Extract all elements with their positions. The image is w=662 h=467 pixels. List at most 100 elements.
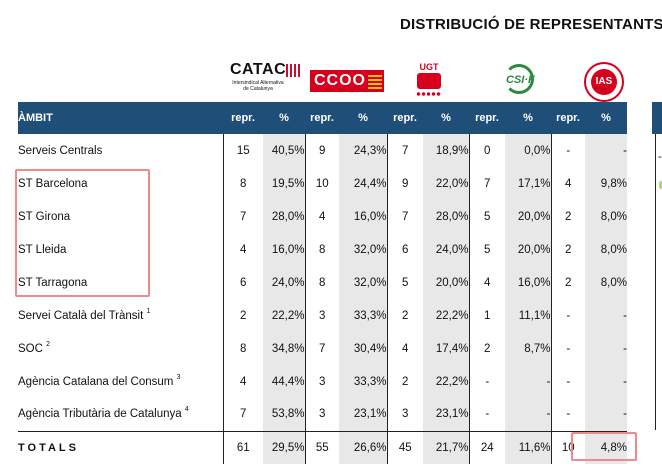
table-header-row: ÀMBIT repr. % repr. % repr. % repr. % re… — [18, 102, 627, 134]
percent-cell: - — [505, 398, 551, 431]
percent-cell: 17,1% — [505, 167, 551, 200]
repr-cell: 4 — [386, 332, 423, 365]
repr-cell: 5 — [468, 200, 505, 233]
repr-cell: 2 — [386, 299, 423, 332]
percent-cell: 20,0% — [505, 233, 551, 266]
csif-logo-name: CSI·F — [506, 74, 535, 86]
ambit-label: Agència Catalana del Consum — [18, 375, 174, 388]
ugt-logo-name: UGT — [419, 62, 439, 72]
repr-cell: - — [550, 299, 585, 332]
ambit-cell: ST Girona — [18, 200, 223, 233]
percent-cell: 22,2% — [423, 365, 469, 398]
page-title: DISTRIBUCIÓ DE REPRESENTANTS — [400, 16, 662, 33]
percent-cell: 53,8% — [263, 398, 305, 431]
repr-cell: 9 — [304, 134, 339, 167]
percent-cell: 19,5% — [263, 167, 305, 200]
percent-cell: 16,0% — [505, 266, 551, 299]
percent-cell: - — [585, 365, 627, 398]
repr-cell: 3 — [304, 398, 339, 431]
header-repr: repr. — [223, 102, 263, 134]
percent-cell: 28,0% — [423, 200, 469, 233]
footnote-marker: 4 — [184, 406, 189, 414]
ambit-label: ST Tarragona — [18, 276, 88, 289]
catac-logo: CATAC Intersindical Alternativa de Catal… — [230, 62, 302, 100]
next-column-mark — [659, 181, 662, 189]
percent-cell: 22,2% — [423, 299, 469, 332]
header-pct: % — [505, 102, 551, 134]
repr-cell: 8 — [304, 233, 339, 266]
percent-cell: 24,4% — [339, 167, 387, 200]
ccoo-logo-name: CCOO — [314, 72, 366, 89]
ambit-cell: ST Barcelona — [18, 167, 223, 200]
percent-cell: - — [585, 299, 627, 332]
percent-cell: 20,0% — [423, 266, 469, 299]
repr-cell: 7 — [222, 200, 263, 233]
repr-cell: - — [550, 134, 585, 167]
repr-cell: 2 — [468, 332, 505, 365]
footnote-marker: 2 — [46, 340, 51, 348]
header-pct: % — [585, 102, 627, 134]
table-row: Serveis Centrals 15 40,5% 9 24,3% 7 18,9% 0 0,0%… — [18, 134, 627, 167]
repr-cell: 2 — [550, 266, 585, 299]
representatives-table: ÀMBIT repr. % repr. % repr. % repr. % re… — [18, 102, 627, 464]
percent-cell: 8,0% — [585, 266, 627, 299]
percent-cell: 40,5% — [263, 134, 305, 167]
repr-cell: 61 — [222, 430, 263, 464]
percent-cell: - — [585, 134, 627, 167]
repr-cell: - — [468, 398, 505, 431]
repr-cell: 2 — [550, 233, 585, 266]
repr-cell: 2 — [550, 200, 585, 233]
repr-cell: 45 — [386, 430, 423, 464]
repr-cell: 3 — [304, 365, 339, 398]
ambit-label: SOC — [18, 342, 43, 355]
percent-cell: 26,6% — [339, 430, 387, 464]
percent-cell: 21,7% — [423, 430, 469, 464]
csif-ring-icon — [504, 64, 534, 94]
next-column-cell: - — [658, 151, 662, 163]
percent-cell: 23,1% — [339, 398, 387, 431]
csif-logo: CSI·F — [498, 64, 540, 98]
footnote-marker: 3 — [176, 373, 181, 381]
header-pct: % — [263, 102, 305, 134]
repr-cell: - — [550, 332, 585, 365]
percent-cell: 8,0% — [585, 200, 627, 233]
repr-cell: - — [468, 365, 505, 398]
table-row: ST Tarragona 6 24,0% 8 32,0% 5 20,0% 4 16,0% 2 8,0… — [18, 266, 627, 299]
percent-cell: 18,9% — [423, 134, 469, 167]
repr-cell: 8 — [222, 332, 263, 365]
ambit-label: Servei Català del Trànsit — [18, 309, 144, 322]
ambit-cell: ST Lleida — [18, 233, 223, 266]
repr-cell: 24 — [468, 430, 505, 464]
table-row: SOC 2 8 34,8% 7 30,4% 4 17,4% 2 8,7% - - — [18, 332, 627, 365]
repr-cell: 55 — [304, 430, 339, 464]
percent-cell: 16,0% — [339, 200, 387, 233]
repr-cell: 6 — [386, 233, 423, 266]
table-row: ST Girona 7 28,0% 4 16,0% 7 28,0% 5 20,0% 2 8,0% — [18, 200, 627, 233]
catac-bars-icon — [286, 64, 300, 77]
ambit-label: Agència Tributària de Catalunya — [18, 408, 182, 421]
percent-cell: 17,4% — [423, 332, 469, 365]
ambit-cell: SOC 2 — [18, 332, 223, 365]
table-row: Servei Català del Trànsit 1 2 22,2% 3 33,3% 2… — [18, 299, 627, 332]
header-pct: % — [339, 102, 387, 134]
percent-cell: 11,6% — [505, 430, 551, 464]
repr-cell: 4 — [304, 200, 339, 233]
table-total-row: TOTALS 61 29,5% 55 26,6% 45 21,7% 24 11,6% 10 4,8% — [18, 430, 627, 464]
repr-cell: 1 — [468, 299, 505, 332]
repr-cell: 2 — [386, 365, 423, 398]
catac-logo-subtitle: Intersindical Alternativa de Catalunya — [232, 80, 284, 92]
repr-cell: 10 — [550, 430, 585, 464]
ambit-label: ST Girona — [18, 210, 71, 223]
ambit-label: ST Barcelona — [18, 177, 88, 190]
percent-cell: - — [585, 398, 627, 431]
percent-cell: 22,0% — [423, 167, 469, 200]
percent-cell: 22,2% — [263, 299, 305, 332]
repr-cell: 0 — [468, 134, 505, 167]
repr-cell: 4 — [222, 233, 263, 266]
percent-cell: 16,0% — [263, 233, 305, 266]
percent-cell: 28,0% — [263, 200, 305, 233]
header-repr: repr. — [305, 102, 339, 134]
repr-cell: 4 — [222, 365, 263, 398]
ugt-logo: UGT — [416, 62, 442, 100]
ugt-hands-icon — [417, 73, 441, 89]
